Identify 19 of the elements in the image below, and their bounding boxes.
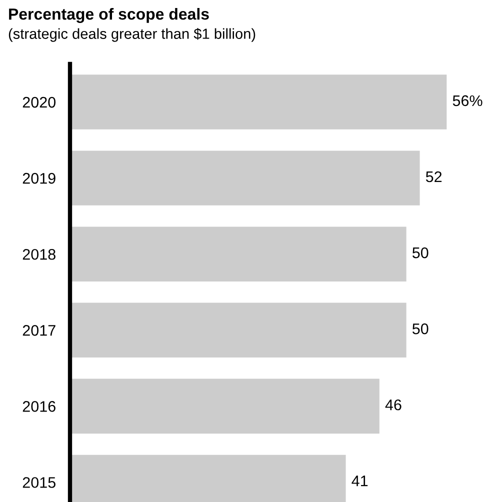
bar (70, 302, 406, 358)
y-tick-label: 2020 (22, 96, 56, 108)
y-tick-label: 2017 (22, 325, 56, 336)
bar (70, 150, 420, 206)
y-tick-label: 2016 (22, 401, 56, 412)
bar (70, 226, 406, 282)
y-tick-label: 2015 (22, 477, 56, 488)
chart-subtitle: (strategic deals greater than $1 billion) (8, 28, 256, 42)
data-label: 50 (412, 323, 428, 334)
data-label: 52 (426, 171, 442, 182)
bar (70, 74, 447, 130)
chart-title: Percentage of scope deals (9, 8, 209, 23)
data-label: 56% (452, 95, 482, 106)
data-label: 50 (412, 247, 428, 258)
y-tick-label: 2018 (22, 248, 56, 260)
data-label: 41 (352, 476, 368, 486)
y-tick-label: 2019 (22, 172, 56, 184)
data-label: 46 (385, 399, 402, 410)
bar (70, 378, 380, 434)
